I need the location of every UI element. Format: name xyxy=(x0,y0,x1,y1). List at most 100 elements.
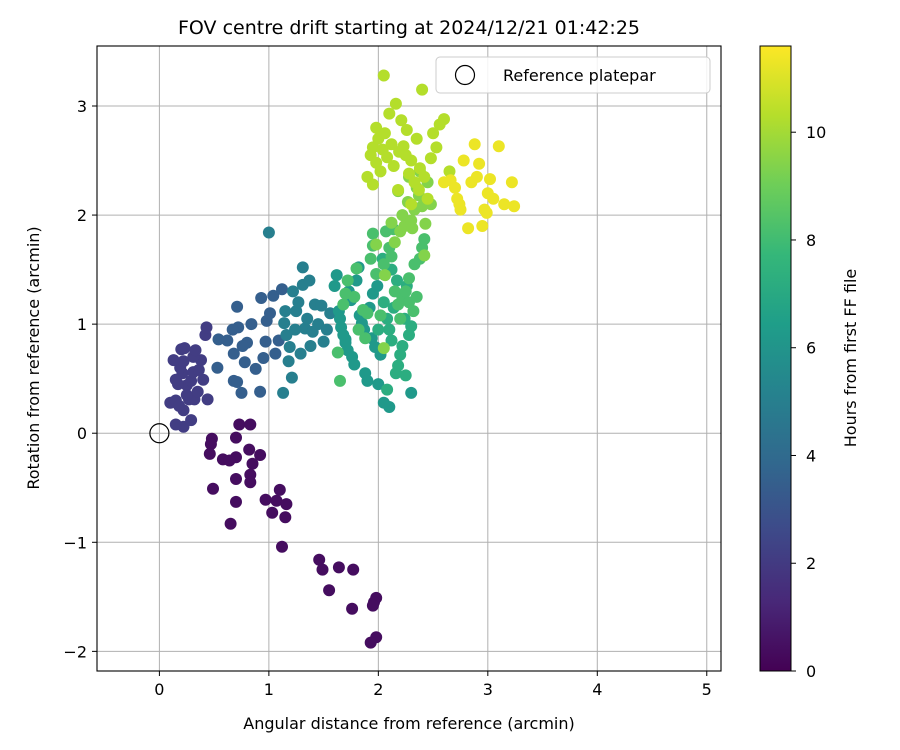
data-point xyxy=(438,176,450,189)
data-point xyxy=(371,280,384,292)
data-point xyxy=(377,69,390,82)
data-point xyxy=(377,258,390,271)
data-point xyxy=(470,170,483,183)
data-point xyxy=(424,152,437,165)
data-point xyxy=(396,340,409,352)
data-point xyxy=(238,356,251,369)
data-point xyxy=(366,141,379,154)
data-point xyxy=(346,602,359,615)
data-point xyxy=(385,216,398,229)
data-point xyxy=(207,482,219,495)
data-point xyxy=(230,495,242,508)
data-point xyxy=(235,386,248,399)
data-point xyxy=(405,386,418,399)
data-point xyxy=(230,473,242,485)
data-point xyxy=(330,269,343,282)
data-point xyxy=(231,300,244,313)
data-point xyxy=(361,307,374,320)
data-point xyxy=(244,476,257,489)
x-axis-label: Angular distance from reference (arcmin) xyxy=(243,714,574,733)
data-point xyxy=(230,431,242,444)
data-point xyxy=(259,335,272,348)
data-point xyxy=(366,178,379,191)
data-point xyxy=(383,107,396,120)
data-point xyxy=(273,483,286,496)
data-point xyxy=(392,359,405,372)
data-point xyxy=(383,401,396,413)
data-point xyxy=(399,369,412,382)
data-point xyxy=(323,584,336,597)
x-tick-label: 2 xyxy=(373,680,383,699)
data-point xyxy=(255,292,268,304)
data-point xyxy=(487,192,500,205)
data-point xyxy=(249,362,262,375)
data-point xyxy=(276,283,288,296)
data-point xyxy=(337,298,350,311)
data-point xyxy=(173,399,186,412)
x-tick-label: 0 xyxy=(154,680,164,699)
data-point xyxy=(366,599,379,612)
data-point xyxy=(192,364,205,376)
x-tick-label: 5 xyxy=(702,680,712,699)
data-point xyxy=(276,540,288,553)
data-point xyxy=(312,318,325,331)
data-point xyxy=(180,389,193,401)
y-axis-ticks: −2 −1 0 1 2 3 xyxy=(63,97,97,661)
data-point xyxy=(388,236,401,249)
data-point xyxy=(350,262,363,275)
data-point xyxy=(280,498,293,511)
data-point xyxy=(416,83,429,96)
data-point xyxy=(289,323,302,336)
data-point xyxy=(395,114,408,127)
data-point xyxy=(270,494,283,507)
data-point xyxy=(245,318,258,331)
data-point xyxy=(385,138,398,151)
data-point xyxy=(341,274,354,287)
data-point xyxy=(257,352,270,364)
colorbar-tick-label: 0 xyxy=(806,662,816,681)
data-point xyxy=(407,305,420,318)
data-point xyxy=(419,217,432,230)
data-point xyxy=(350,274,363,287)
data-point xyxy=(385,334,398,347)
data-point xyxy=(212,333,225,346)
data-point xyxy=(443,165,456,178)
y-axis-label: Rotation from reference (arcmin) xyxy=(24,226,43,489)
colorbar-tick-label: 6 xyxy=(806,339,816,358)
data-point xyxy=(359,332,372,345)
data-point xyxy=(339,333,352,346)
data-point xyxy=(278,317,291,330)
data-point xyxy=(394,312,407,325)
colorbar-tick-label: 10 xyxy=(806,123,826,142)
data-point xyxy=(381,383,394,396)
data-point xyxy=(438,113,450,126)
data-point xyxy=(348,290,361,303)
data-point xyxy=(254,449,267,461)
data-point xyxy=(387,160,400,172)
data-point xyxy=(484,173,496,186)
data-point xyxy=(301,312,314,325)
reference-platepar-marker xyxy=(149,423,170,444)
data-point xyxy=(315,299,328,312)
data-point xyxy=(197,373,210,386)
data-point xyxy=(468,138,481,151)
data-point xyxy=(372,323,385,336)
data-point xyxy=(427,127,440,140)
data-point xyxy=(334,374,346,387)
data-point xyxy=(185,414,198,427)
data-point xyxy=(231,376,244,388)
data-point xyxy=(378,127,391,140)
data-point xyxy=(372,378,385,391)
y-tick-label: 0 xyxy=(77,424,87,443)
data-point xyxy=(233,418,246,431)
data-points xyxy=(164,69,521,649)
x-axis-ticks: 0 1 2 3 4 5 xyxy=(154,671,712,699)
data-point xyxy=(457,154,470,167)
colorbar-tick-label: 2 xyxy=(806,554,816,573)
data-point xyxy=(246,457,259,470)
data-point xyxy=(317,335,330,348)
data-point xyxy=(400,124,413,136)
data-point xyxy=(352,323,365,336)
data-point xyxy=(280,329,293,341)
